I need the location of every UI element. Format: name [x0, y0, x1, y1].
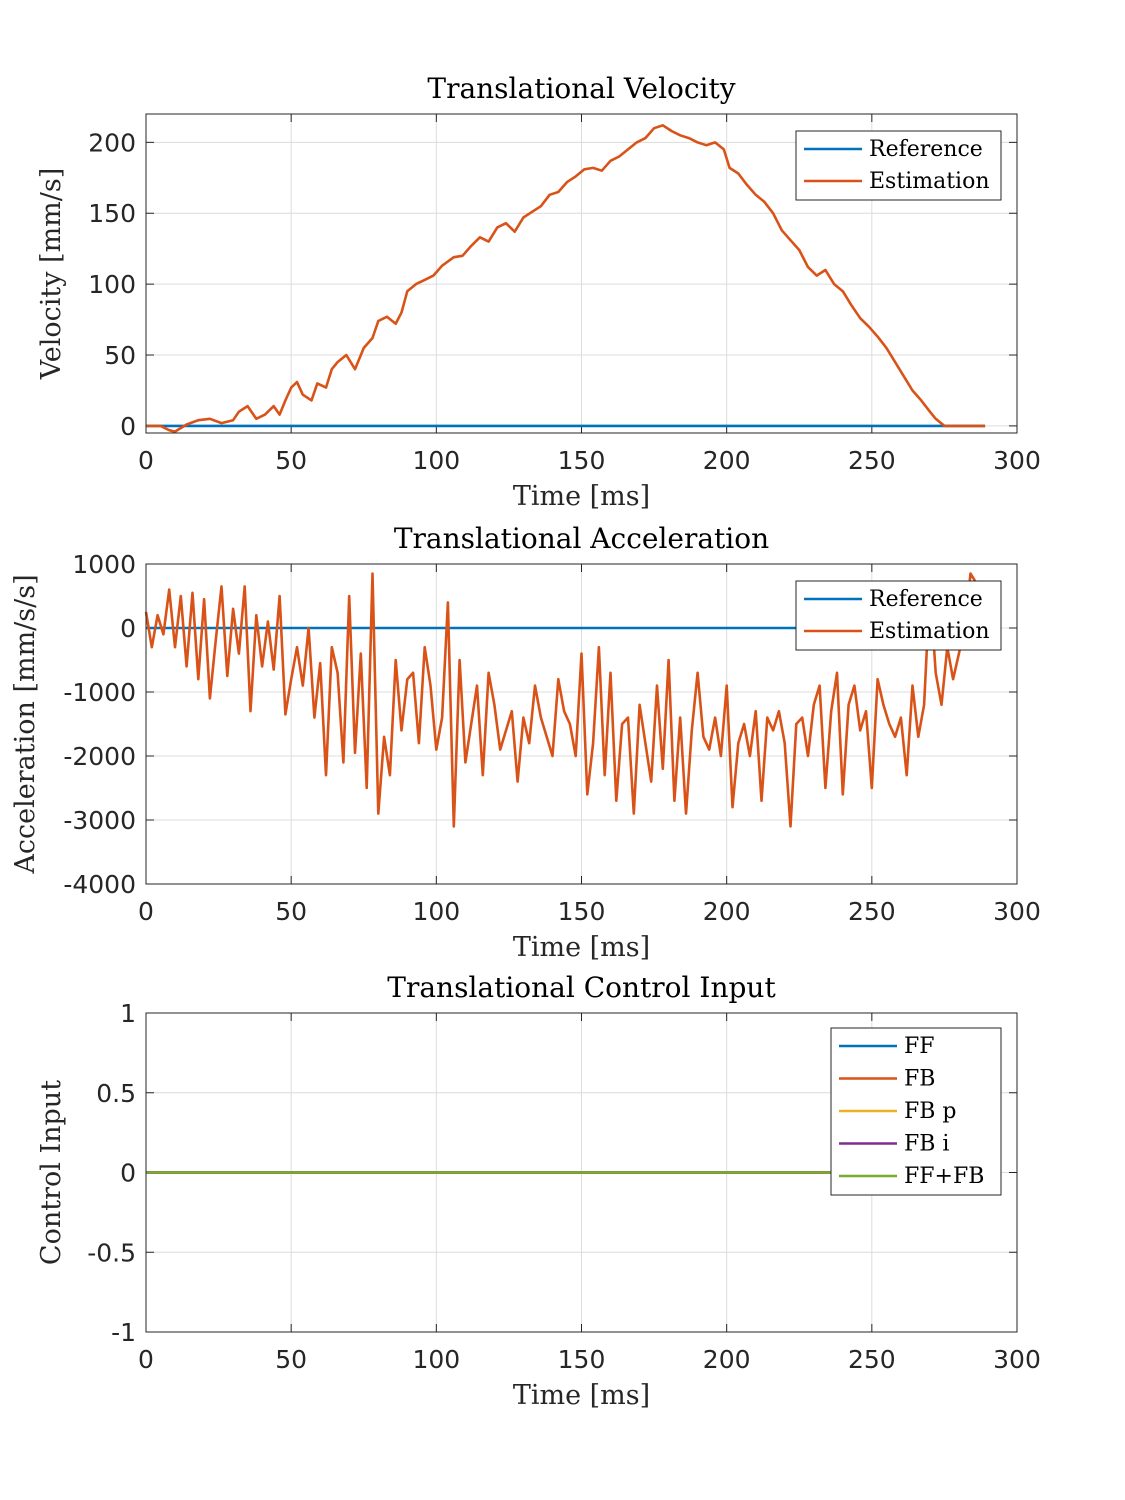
y-tick-label: -1000 — [63, 678, 136, 707]
axes-box — [145, 113, 1018, 434]
legend-entry: Estimation — [869, 619, 990, 644]
x-tick-label: 150 — [558, 446, 606, 475]
x-tick-label: 100 — [412, 1345, 460, 1374]
x-tick-label: 0 — [138, 1345, 154, 1374]
series-line-estimation — [144, 572, 984, 828]
x-tick-label: 150 — [558, 1345, 606, 1374]
chart-panel-2: 0 50 100 150 200 250 300 -4000 -3000 -2000 -1000 0 1… — [10, 522, 1041, 963]
y-tick-label: 200 — [88, 128, 136, 157]
y-axis-label: Velocity [mm/s] — [36, 168, 67, 381]
y-axis-label: Acceleration [mm/s/s] — [10, 574, 41, 874]
legend-entry: FB p — [904, 1099, 957, 1124]
x-tick-label: 200 — [703, 1345, 751, 1374]
y-tick-label: 1000 — [72, 550, 136, 579]
x-tick-label: 100 — [412, 897, 460, 926]
x-tick-label: 250 — [848, 446, 896, 475]
x-tick-label: 50 — [275, 897, 307, 926]
x-tick-label: 300 — [993, 446, 1041, 475]
legend-entry: Reference — [869, 587, 983, 612]
legend-entry: FF+FB — [904, 1164, 984, 1189]
y-tick-label: -0.5 — [87, 1238, 136, 1267]
axes-box — [145, 1012, 1018, 1333]
chart-panel-3: 0 50 100 150 200 250 300 -1 -0.5 0 0.5 1 Translation… — [36, 971, 1041, 1411]
x-tick-label: 0 — [138, 897, 154, 926]
x-axis-label: Time [ms] — [513, 481, 650, 512]
series-line-estimation — [146, 124, 986, 433]
axes-box — [145, 563, 1018, 885]
y-tick-label: 0 — [120, 614, 136, 643]
legend-entry: FB — [904, 1067, 935, 1092]
x-tick-label: 100 — [412, 446, 460, 475]
y-tick-label: 100 — [88, 270, 136, 299]
legend: Reference Estimation — [795, 580, 1002, 651]
legend: Reference Estimation — [795, 130, 1002, 201]
x-axis-label: Time [ms] — [513, 932, 650, 963]
y-tick-label: 0 — [120, 1159, 136, 1188]
x-tick-label: 250 — [848, 897, 896, 926]
x-tick-label: 150 — [558, 897, 606, 926]
x-axis-label: Time [ms] — [513, 1380, 650, 1411]
y-tick-label: 150 — [88, 199, 136, 228]
y-axis-label: Control Input — [36, 1080, 67, 1265]
legend-entry: Estimation — [869, 169, 990, 194]
x-tick-label: 200 — [703, 446, 751, 475]
y-tick-label: -2000 — [63, 742, 136, 771]
legend: FF FB FB p FB i FF+FB — [830, 1027, 1002, 1196]
x-tick-label: 0 — [138, 446, 154, 475]
x-tick-label: 300 — [993, 1345, 1041, 1374]
x-tick-label: 50 — [275, 1345, 307, 1374]
chart-panel-1: 0 50 100 150 200 250 300 0 50 100 150 200 Translatio… — [36, 72, 1041, 512]
x-tick-label: 300 — [993, 897, 1041, 926]
legend-entry: FF — [904, 1034, 935, 1059]
y-tick-label: 1 — [120, 999, 136, 1028]
x-tick-label: 200 — [703, 897, 751, 926]
legend-box — [795, 580, 1002, 651]
chart-title: Translational Velocity — [427, 72, 735, 105]
legend-entry: Reference — [869, 137, 983, 162]
x-tick-label: 250 — [848, 1345, 896, 1374]
chart-title: Translational Acceleration — [394, 522, 769, 555]
y-tick-label: 50 — [104, 341, 136, 370]
y-tick-label: -1 — [111, 1318, 136, 1347]
y-tick-label: -3000 — [63, 806, 136, 835]
legend-entry: FB i — [904, 1132, 949, 1157]
y-tick-label: 0.5 — [96, 1079, 136, 1108]
y-tick-label: -4000 — [63, 870, 136, 899]
chart-title: Translational Control Input — [387, 971, 776, 1004]
y-tick-label: 0 — [120, 412, 136, 441]
x-tick-label: 50 — [275, 446, 307, 475]
legend-box — [795, 130, 1002, 201]
